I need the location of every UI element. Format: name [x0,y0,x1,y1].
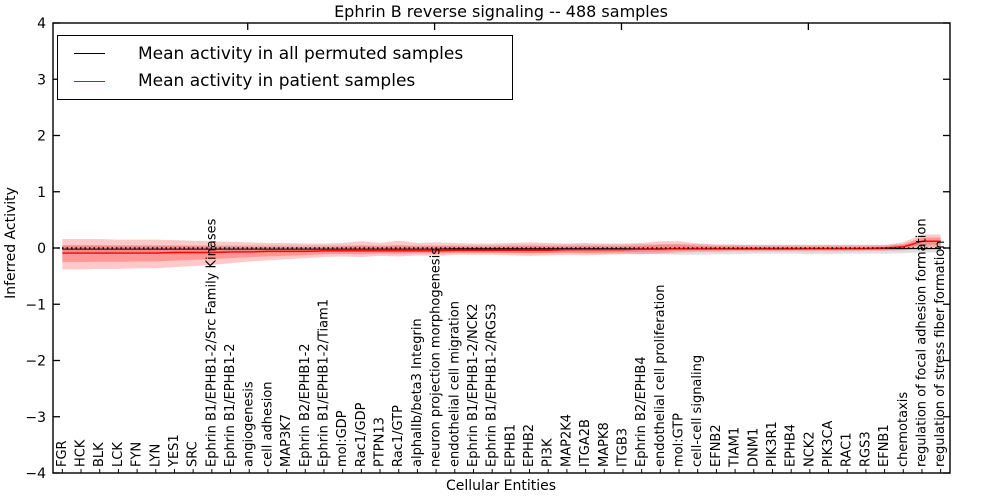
x-tick-label: EFNB1 [877,424,892,467]
x-tick-label: EPHB2 [522,424,537,467]
x-tick-label: YES1 [167,434,182,468]
y-tick-label: 3 [37,72,46,88]
x-tick-label: Ephrin B1/EPHB1-2 [223,343,238,467]
x-tick-label: mol:GTP [672,413,687,467]
y-tick-label: 0 [37,241,46,257]
legend-entry-permuted: Mean activity in all permuted samples [58,41,512,67]
x-tick-label: BLK [92,442,107,467]
x-tick-label: mol:GDP [335,410,350,467]
x-tick-label: Rac1/GTP [391,405,406,467]
x-tick-label: neuron projection morphogenesis [429,248,444,467]
x-tick-label: alphaIIb/beta3 Integrin [410,318,425,467]
x-tick-label: cell adhesion [260,381,275,467]
patient-band-outer [62,234,941,270]
x-tick-label: SRC [186,441,201,467]
x-tick-label: regulation of stress fiber formation [933,240,948,467]
legend-label: Mean activity in patient samples [138,71,416,92]
y-tick-label: −4 [25,466,46,482]
x-tick-label: Ephrin B1/EPHB1-2/Src Family Kinases [204,218,219,467]
legend-entry-patient: Mean activity in patient samples [58,68,512,94]
x-tick-label: FGR [55,440,70,467]
x-tick-label: LYN [148,444,163,467]
x-tick-label: NCK2 [802,431,817,467]
x-tick-label: endothelial cell migration [447,301,462,467]
x-tick-label: MAP3K7 [279,414,294,467]
x-tick-label: PIK3R1 [765,421,780,467]
patient-mean-line [62,240,941,254]
x-tick-label: FYN [130,442,145,467]
y-tick-label: 4 [37,16,46,32]
x-tick-label: PTPN13 [373,417,388,467]
x-tick-label: ITGB3 [615,428,630,467]
permuted-line-swatch [74,53,105,55]
x-tick-label: Ephrin B1/EPHB1-2/RGS3 [485,303,500,467]
y-tick-label: 2 [37,129,46,145]
x-tick-label: RAC1 [840,432,855,467]
legend-label: Mean activity in all permuted samples [138,43,464,64]
chart-title: Ephrin B reverse signaling -- 488 sample… [334,2,668,21]
x-tick-label: regulation of focal adhesion formation [914,218,929,467]
legend: Mean activity in all permuted samples Me… [57,35,513,100]
x-tick-label: Rac1/GDP [354,402,369,467]
x-tick-label: chemotaxis [896,392,911,467]
x-tick-label: LCK [111,442,126,467]
x-tick-label: Ephrin B2/EPHB4 [634,356,649,467]
y-tick-label: −3 [25,410,46,426]
x-tick-label: Ephrin B2/EPHB1-2 [298,343,313,467]
x-tick-label: Ephrin B1/EPHB1-2/Tiam1 [316,299,331,467]
y-axis-label: Inferred Activity [3,187,19,299]
x-tick-label: TIAM1 [728,427,743,468]
x-tick-label: DNM1 [746,428,761,467]
x-tick-label: Ephrin B1/EPHB1-2/NCK2 [466,303,481,467]
x-tick-label: ITGA2B [578,419,593,467]
x-tick-label: EPHB4 [784,424,799,467]
x-tick-label: MAP2K4 [559,414,574,467]
x-tick-label: EPHB1 [503,424,518,467]
x-tick-label: MAPK8 [597,422,612,467]
x-tick-label: RGS3 [858,431,873,467]
patient-line-swatch [74,80,105,82]
x-tick-label: cell-cell signaling [690,355,705,467]
y-tick-label: −1 [25,297,46,313]
x-tick-label: HCK [74,439,89,467]
x-tick-label: PI3K [541,438,556,467]
x-tick-label: PIK3CA [821,420,836,467]
x-tick-label: EFNB2 [709,424,724,467]
y-tick-label: 1 [37,185,46,201]
x-tick-label: angiogenesis [242,381,257,467]
x-axis-label: Cellular Entities [445,478,557,494]
x-tick-label: endothelial cell proliferation [653,285,668,468]
y-tick-label: −2 [25,354,46,370]
